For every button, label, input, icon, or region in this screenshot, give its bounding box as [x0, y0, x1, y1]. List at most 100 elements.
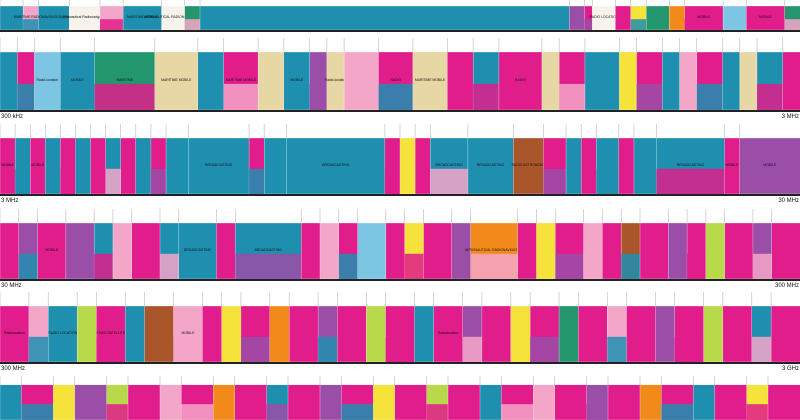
band-segment: [714, 384, 748, 420]
sub-allocation: [752, 253, 772, 279]
segment-label: RADIO LOCATION: [48, 331, 77, 335]
band-segment: [705, 222, 726, 280]
band-row: 3 GHz30 GHz: [0, 376, 800, 420]
band-segment: [498, 51, 543, 111]
band-segment: [165, 137, 190, 195]
band-segment: [541, 51, 560, 111]
segment-label: Radio-location: [325, 78, 347, 82]
segment-label: BROADCASTING: [435, 163, 462, 167]
segment-label: MARITIME MOBILE: [415, 78, 446, 82]
sub-allocation: [674, 336, 704, 362]
sub-allocation: [584, 19, 593, 30]
sub-allocation: [181, 404, 214, 420]
sub-allocation: [17, 83, 35, 110]
band-segment: [75, 137, 91, 195]
sub-allocation: [94, 253, 113, 279]
segment-label: MOBILE: [726, 163, 740, 167]
band-segment: [510, 305, 531, 363]
segment-label: BROADCASTING: [205, 163, 232, 167]
sub-allocation: [661, 404, 694, 420]
band-segment: [639, 222, 669, 280]
band-segment: [668, 222, 688, 280]
sub-allocation: [21, 404, 54, 420]
band-segment: [662, 51, 680, 111]
band-segment: [584, 51, 620, 111]
sub-allocation: [173, 336, 203, 362]
sub-allocation: [696, 83, 723, 110]
band-segment: [619, 51, 637, 111]
sub-allocation: [223, 83, 259, 110]
band-segment: [65, 222, 95, 280]
band-segment: [423, 222, 453, 280]
sub-allocation: [784, 19, 800, 30]
sub-allocation: [378, 83, 413, 110]
tick-strip: [0, 38, 800, 52]
band-segment: [746, 5, 785, 31]
segment-label: MOBILE: [31, 163, 45, 167]
sub-allocation: [96, 336, 126, 362]
sub-allocation: [266, 404, 288, 420]
row-baseline: [0, 279, 800, 281]
sub-allocation: [105, 168, 121, 194]
band-segment: [513, 137, 544, 195]
band-segment: [0, 222, 20, 280]
band-segment: [433, 305, 464, 363]
segment-label: BROADCASTING: [255, 248, 282, 252]
segment-label: BROADCASTING: [322, 163, 349, 167]
sub-allocation: [746, 404, 768, 420]
band-segment: [289, 305, 319, 363]
band-segment: [343, 51, 379, 111]
tick-strip: [0, 0, 800, 6]
band-segment: [722, 5, 747, 31]
sub-allocation: [184, 19, 200, 30]
sub-allocation: [94, 83, 155, 110]
segment-label: MOBILE: [182, 331, 196, 335]
band-segment: [554, 384, 588, 420]
band-segment: [366, 305, 386, 363]
band-segment: [703, 305, 724, 363]
band-segment: [287, 384, 321, 420]
sub-allocation: [15, 168, 31, 194]
segment-label: MOBILE: [71, 78, 85, 82]
sub-allocation: [473, 83, 499, 110]
band-start-label: 30 MHz: [1, 283, 22, 289]
band-segment: [517, 222, 537, 280]
sub-allocation: [621, 253, 640, 279]
band-segment: [633, 137, 657, 195]
sub-allocation: [559, 83, 585, 110]
band-segment: [669, 5, 685, 31]
sub-allocation: [596, 168, 619, 194]
sub-allocation: [756, 83, 783, 110]
segment-label: MOBILE: [763, 163, 777, 167]
band-segment: [447, 51, 474, 111]
band-end-label: 3 GHz: [782, 366, 799, 372]
sub-allocation: [501, 404, 534, 420]
sub-allocation: [338, 253, 358, 279]
sub-allocation: [249, 168, 265, 194]
sub-allocation: [462, 336, 482, 362]
sub-allocation: [240, 336, 270, 362]
sub-allocation: [28, 336, 49, 362]
tick-strip: [0, 209, 800, 223]
band-segment: [385, 222, 406, 280]
band-row: MOBILE BROADCASTING BROADCASTING AERONAUTIC…: [0, 209, 800, 289]
sub-allocation: [385, 336, 415, 362]
segment-label: MARITIME MOBILE: [226, 78, 257, 82]
row-baseline: [0, 110, 800, 112]
band-segment: [221, 305, 242, 363]
segment-label: Radiolocation: [4, 331, 25, 335]
band-segment: [53, 384, 76, 420]
tick-strip: [0, 292, 800, 306]
band-segment: [0, 384, 22, 420]
sub-allocation: [636, 83, 663, 110]
band-segment: [213, 384, 236, 420]
segment-label: MOBILE: [759, 15, 773, 19]
row-baseline: [0, 30, 800, 32]
band-segment: [655, 305, 676, 363]
band-row: Radio-location MOBILE MARITIME MARITIME MOB…: [0, 38, 800, 120]
band-segment: [131, 222, 161, 280]
band-start-label: 300 MHz: [1, 366, 25, 372]
segment-label: Aeronautical Radionavigation: [63, 15, 107, 19]
segment-label: RADIO LOCATION: [589, 15, 618, 19]
